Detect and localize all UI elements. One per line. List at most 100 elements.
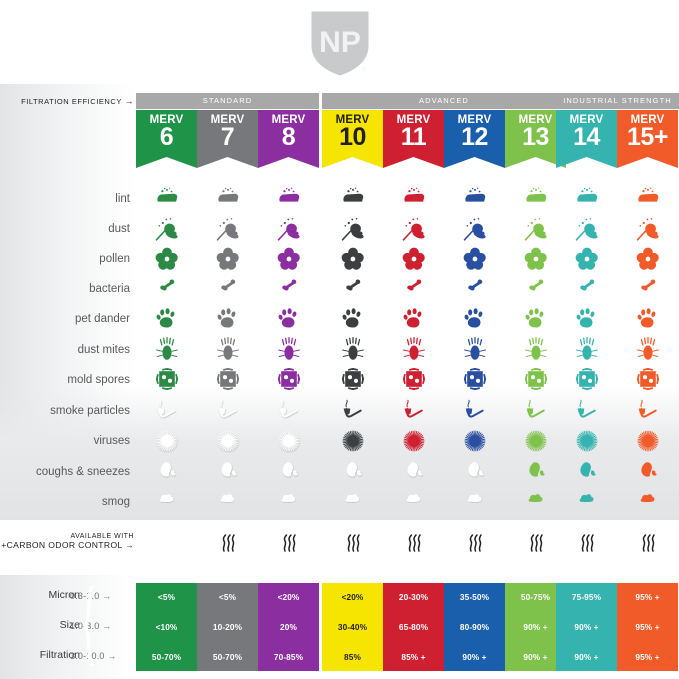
efficiency-value: <20% bbox=[277, 592, 300, 602]
flag-notch bbox=[136, 154, 197, 168]
efficiency-value: 95% + bbox=[635, 592, 660, 602]
efficiency-value: <20% bbox=[341, 592, 364, 602]
sneeze-icon bbox=[383, 459, 444, 481]
efficiency-value: 95% + bbox=[635, 622, 660, 632]
merv-rating-number: 7 bbox=[220, 123, 235, 151]
category-band-industrial-strength: INDUSTRIAL STRENGTH bbox=[556, 93, 679, 109]
sneeze-icon bbox=[617, 459, 678, 481]
pipe-icon bbox=[322, 398, 383, 420]
filtration-efficiency-text: FILTRATION EFFICIENCY bbox=[21, 97, 122, 106]
pipe-icon bbox=[505, 398, 566, 420]
dustmite-icon bbox=[444, 337, 505, 363]
moldspore-icon bbox=[136, 367, 197, 391]
efficiency-column-merv-10: <20% 30-40% 85% bbox=[322, 583, 383, 671]
moldspore-icon bbox=[258, 367, 319, 391]
virus-icon bbox=[556, 428, 617, 454]
merv-flag-7[interactable]: MERV 7 bbox=[197, 110, 258, 168]
pollen-icon bbox=[322, 246, 383, 272]
micron-range-1: 1.0-3.0 → bbox=[70, 620, 124, 632]
lint-icon bbox=[617, 186, 678, 212]
merv-flag-12[interactable]: MERV 12 bbox=[444, 110, 505, 168]
dustmite-icon bbox=[505, 337, 566, 363]
efficiency-value: 85% + bbox=[401, 652, 426, 662]
row-label-mold-spores: mold spores bbox=[67, 374, 130, 386]
merv-flag-11[interactable]: MERV 11 bbox=[383, 110, 444, 168]
efficiency-value: 80-90% bbox=[459, 622, 490, 632]
lint-icon bbox=[197, 186, 258, 212]
paw-icon bbox=[556, 306, 617, 332]
sneeze-icon bbox=[505, 459, 566, 481]
efficiency-value: 50-75% bbox=[520, 592, 551, 602]
bacteria-icon bbox=[322, 276, 383, 294]
bacteria-icon bbox=[197, 276, 258, 294]
bottom-row-label-filtration: Filtration bbox=[39, 649, 80, 661]
odor-waves-icon bbox=[556, 534, 617, 557]
smog-icon bbox=[258, 489, 319, 505]
bacteria-icon bbox=[258, 276, 319, 294]
merv-flag-13[interactable]: MERV 13 bbox=[505, 110, 566, 168]
merv-flag-14[interactable]: MERV 14 bbox=[556, 110, 617, 168]
sneeze-icon bbox=[444, 459, 505, 481]
row-label-smoke-particles: smoke particles bbox=[50, 405, 130, 417]
pollen-icon bbox=[556, 246, 617, 272]
carbon-line-2: +CARBON ODOR CONTROL bbox=[1, 540, 123, 550]
merv-rating-number: 6 bbox=[159, 123, 174, 151]
efficiency-value: 90% + bbox=[574, 622, 599, 632]
bacteria-icon bbox=[383, 276, 444, 294]
paw-icon bbox=[444, 306, 505, 332]
merv-rating-number: 13 bbox=[522, 123, 549, 151]
svg-text:NP: NP bbox=[319, 26, 361, 59]
smog-icon bbox=[444, 489, 505, 505]
category-band-standard: STANDARD bbox=[136, 93, 319, 109]
merv-flag-6[interactable]: MERV 6 bbox=[136, 110, 197, 168]
efficiency-value: 90% + bbox=[462, 652, 487, 662]
flag-notch bbox=[444, 154, 505, 168]
dust-icon bbox=[197, 216, 258, 244]
efficiency-column-merv-13: 50-75% 90% + 90% + bbox=[505, 583, 566, 671]
dust-icon bbox=[505, 216, 566, 244]
dust-icon bbox=[556, 216, 617, 244]
range-text: 0.3-1.0 bbox=[70, 591, 100, 601]
efficiency-column-merv-11: 20-30% 65-80% 85% + bbox=[383, 583, 444, 671]
odor-waves-icon bbox=[322, 534, 383, 557]
efficiency-value: 90% + bbox=[523, 622, 548, 632]
dustmite-icon bbox=[617, 337, 678, 363]
sneeze-icon bbox=[322, 459, 383, 481]
filtration-efficiency-label: FILTRATION EFFICIENCY → bbox=[14, 93, 134, 109]
sneeze-icon bbox=[197, 459, 258, 481]
efficiency-value: 75-95% bbox=[571, 592, 602, 602]
row-label-dust-mites: dust mites bbox=[77, 344, 130, 356]
odor-waves-icon bbox=[505, 534, 566, 557]
merv-flag-10[interactable]: MERV 10 bbox=[322, 110, 383, 168]
moldspore-icon bbox=[197, 367, 258, 391]
merv-rating-number: 10 bbox=[339, 123, 366, 151]
micron-range-0: 0.3-1.0 → bbox=[70, 590, 124, 602]
pollen-icon bbox=[136, 246, 197, 272]
merv-flag-15plus[interactable]: MERV 15+ bbox=[617, 110, 678, 168]
merv-rating-number: 12 bbox=[461, 123, 488, 151]
merv-word: MERV bbox=[396, 114, 431, 126]
merv-word: MERV bbox=[630, 114, 665, 126]
pollen-icon bbox=[258, 246, 319, 272]
efficiency-column-merv-15plus: 95% + 95% + 95% + bbox=[617, 583, 678, 671]
lint-icon bbox=[136, 186, 197, 212]
arrow-right-icon: → bbox=[102, 621, 112, 631]
paw-icon bbox=[136, 306, 197, 332]
merv-flag-8[interactable]: MERV 8 bbox=[258, 110, 319, 168]
sneeze-icon bbox=[556, 459, 617, 481]
carbon-odor-control-label: AVAILABLE WITH +CARBON ODOR CONTROL → bbox=[0, 532, 134, 550]
arrow-right-icon: → bbox=[125, 540, 134, 550]
dustmite-icon bbox=[322, 337, 383, 363]
dust-icon bbox=[136, 216, 197, 244]
virus-icon bbox=[505, 428, 566, 454]
flag-notch bbox=[617, 154, 678, 168]
dust-icon bbox=[322, 216, 383, 244]
merv-rating-number: 14 bbox=[573, 123, 600, 151]
pollen-icon bbox=[197, 246, 258, 272]
flag-notch bbox=[505, 154, 566, 168]
efficiency-column-merv-7: <5% 10-20% 50-70% bbox=[197, 583, 258, 671]
smog-icon bbox=[617, 489, 678, 505]
carbon-line-1: AVAILABLE WITH bbox=[70, 533, 134, 540]
paw-icon bbox=[617, 306, 678, 332]
bacteria-icon bbox=[136, 276, 197, 294]
